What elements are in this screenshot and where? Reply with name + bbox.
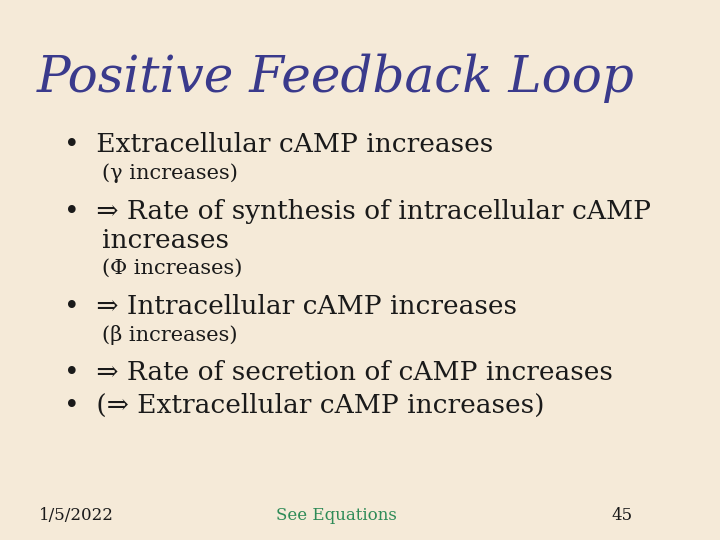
Text: Positive Feedback Loop: Positive Feedback Loop bbox=[37, 54, 635, 104]
Text: •  ⇒ Rate of secretion of cAMP increases: • ⇒ Rate of secretion of cAMP increases bbox=[64, 360, 613, 385]
Text: •  ⇒ Rate of synthesis of intracellular cAMP: • ⇒ Rate of synthesis of intracellular c… bbox=[64, 199, 651, 224]
Text: (Φ increases): (Φ increases) bbox=[102, 259, 243, 278]
Text: •  (⇒ Extracellular cAMP increases): • (⇒ Extracellular cAMP increases) bbox=[64, 393, 544, 418]
Text: See Equations: See Equations bbox=[276, 507, 397, 524]
Text: •  ⇒ Intracellular cAMP increases: • ⇒ Intracellular cAMP increases bbox=[64, 294, 517, 319]
Text: increases: increases bbox=[102, 228, 229, 253]
Text: 1/5/2022: 1/5/2022 bbox=[39, 507, 114, 524]
Text: (β increases): (β increases) bbox=[102, 325, 238, 345]
Text: (γ increases): (γ increases) bbox=[102, 163, 238, 183]
Text: •  Extracellular cAMP increases: • Extracellular cAMP increases bbox=[64, 132, 493, 157]
Text: 45: 45 bbox=[612, 507, 633, 524]
